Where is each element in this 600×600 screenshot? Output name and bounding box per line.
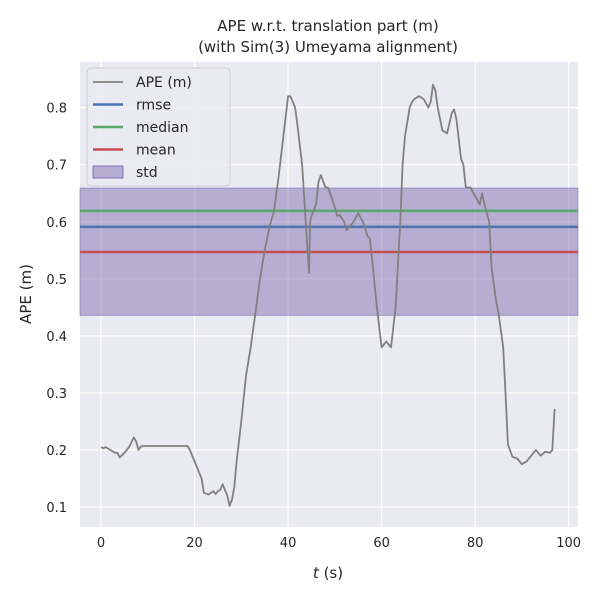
- y-axis-label: APE (m): [17, 264, 35, 324]
- x-tick-label: 40: [280, 536, 297, 551]
- ape-line: [100, 83, 556, 507]
- x-tick-label: 100: [556, 536, 581, 551]
- legend-label: std: [136, 165, 158, 181]
- legend-label: rmse: [136, 98, 171, 114]
- legend: APE (m) rmse median mean std: [86, 67, 231, 187]
- x-tick-label: 0: [97, 536, 105, 551]
- chart-title-line2: (with Sim(3) Umeyama alignment): [198, 38, 458, 56]
- y-tick-label: 0.8: [46, 102, 67, 117]
- legend-label: APE (m): [136, 75, 192, 91]
- x-tick-label: 80: [467, 536, 484, 551]
- ape-series: [100, 83, 556, 507]
- y-tick-label: 0.5: [46, 273, 67, 288]
- y-tick-label: 0.1: [46, 501, 67, 516]
- y-tick-label: 0.4: [46, 330, 67, 345]
- x-tick-label: 20: [186, 536, 203, 551]
- y-tick-label: 0.2: [46, 444, 67, 459]
- stat-lines: [80, 209, 578, 254]
- y-tick-label: 0.6: [46, 216, 67, 231]
- legend-box: [86, 67, 231, 187]
- x-tick-labels: 0 20 40 60 80 100: [97, 536, 581, 551]
- y-tick-label: 0.3: [46, 387, 67, 402]
- x-tick-label: 60: [373, 536, 390, 551]
- x-axis-label: t (s): [313, 564, 343, 582]
- legend-label: median: [136, 120, 188, 136]
- chart-title-line1: APE w.r.t. translation part (m): [217, 17, 438, 35]
- legend-label: mean: [136, 143, 176, 159]
- y-tick-labels: 0.1 0.2 0.3 0.4 0.5 0.6 0.7 0.8: [46, 102, 67, 516]
- y-tick-label: 0.7: [46, 159, 67, 174]
- legend-swatch-std: [92, 165, 124, 179]
